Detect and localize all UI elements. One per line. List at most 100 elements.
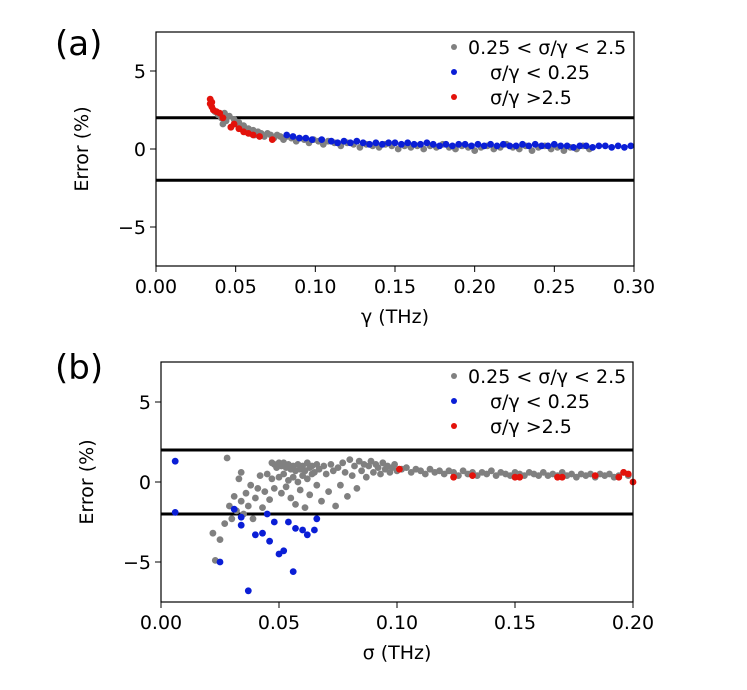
data-point (499, 140, 507, 148)
x-tick-label: 0.00 (135, 276, 177, 298)
x-axis-label: γ (THz) (361, 306, 429, 328)
x-tick-label: 0.25 (533, 276, 575, 298)
data-point (621, 144, 628, 151)
legend-label: 0.25 < σ/γ < 2.5 (468, 366, 626, 388)
data-point (403, 464, 410, 471)
data-point (488, 467, 495, 475)
data-point (370, 469, 377, 476)
data-point (230, 120, 238, 128)
data-point (282, 483, 290, 491)
data-point (171, 509, 179, 516)
data-point (417, 140, 424, 148)
data-point (263, 510, 271, 518)
series-0 (209, 454, 632, 564)
data-point (261, 488, 269, 495)
panel-a-label: (a) (55, 24, 103, 64)
data-point (563, 142, 571, 150)
data-point (219, 114, 227, 122)
data-point (280, 547, 288, 555)
data-point (247, 481, 255, 489)
data-point (423, 139, 431, 147)
x-tick-label: 0.05 (258, 612, 300, 634)
legend-label: σ/γ < 0.25 (490, 62, 590, 84)
data-point (346, 456, 354, 463)
y-tick-label: 0 (139, 472, 151, 494)
data-point (426, 465, 434, 473)
data-point (230, 505, 238, 513)
data-point (254, 485, 262, 492)
data-point (558, 473, 566, 481)
data-point (391, 461, 398, 468)
data-point (589, 144, 596, 151)
data-point (568, 470, 575, 478)
data-point (289, 473, 297, 481)
data-point (237, 521, 245, 529)
data-point (379, 459, 387, 467)
data-point (208, 98, 216, 106)
data-point (303, 475, 311, 483)
x-tick-label: 0.00 (140, 612, 182, 634)
data-point (285, 477, 292, 484)
data-point (318, 136, 326, 144)
data-point (259, 504, 266, 511)
data-point (550, 140, 558, 148)
data-point (493, 142, 501, 150)
data-point (614, 142, 622, 150)
x-tick-label: 0.05 (215, 276, 257, 298)
legend-marker (451, 398, 457, 404)
chart-a: 0.00 0.05 0.10 0.15 0.20 0.25 0.30 5 0 −5 γ (THz) E… (71, 31, 655, 328)
data-point (320, 462, 328, 470)
data-point (296, 486, 304, 494)
data-point (374, 464, 382, 471)
data-point (325, 488, 332, 495)
data-point (391, 139, 399, 147)
series-1 (171, 457, 321, 595)
data-point (344, 493, 351, 500)
data-point (525, 142, 533, 150)
data-point (355, 457, 363, 465)
data-point (624, 470, 632, 478)
legend-marker (451, 373, 457, 379)
data-point (337, 481, 344, 489)
data-point (404, 139, 412, 147)
x-tick-label: 0.20 (612, 612, 654, 634)
data-point (421, 470, 429, 478)
data-point (570, 144, 577, 151)
data-point (378, 140, 386, 148)
data-point (283, 131, 291, 139)
data-point (223, 454, 231, 462)
data-point (516, 473, 524, 481)
data-point (252, 494, 259, 502)
data-point (268, 475, 276, 483)
legend-marker (451, 94, 457, 100)
data-point (216, 558, 224, 566)
data-point (474, 140, 482, 148)
data-point (303, 531, 311, 539)
data-point (615, 473, 623, 481)
data-point (280, 470, 288, 478)
data-point (289, 568, 297, 575)
data-point (377, 470, 384, 478)
data-point (385, 139, 392, 147)
y-tick-label: 5 (139, 392, 151, 414)
data-point (263, 470, 271, 478)
data-point (506, 142, 514, 150)
data-point (237, 513, 245, 521)
data-point (244, 502, 252, 510)
data-point (557, 142, 565, 150)
data-point (353, 485, 361, 492)
legend-label: σ/γ >2.5 (490, 87, 572, 109)
series-2 (206, 95, 276, 144)
data-point (294, 478, 302, 486)
data-point (512, 142, 520, 150)
data-point (519, 140, 526, 148)
data-point (461, 140, 469, 148)
legend-marker (451, 44, 457, 50)
data-point (242, 489, 250, 497)
data-point (358, 467, 365, 475)
data-point (256, 472, 264, 479)
data-point (313, 515, 321, 523)
x-tick-label: 0.30 (613, 276, 655, 298)
legend-label: 0.25 < σ/γ < 2.5 (468, 37, 626, 59)
